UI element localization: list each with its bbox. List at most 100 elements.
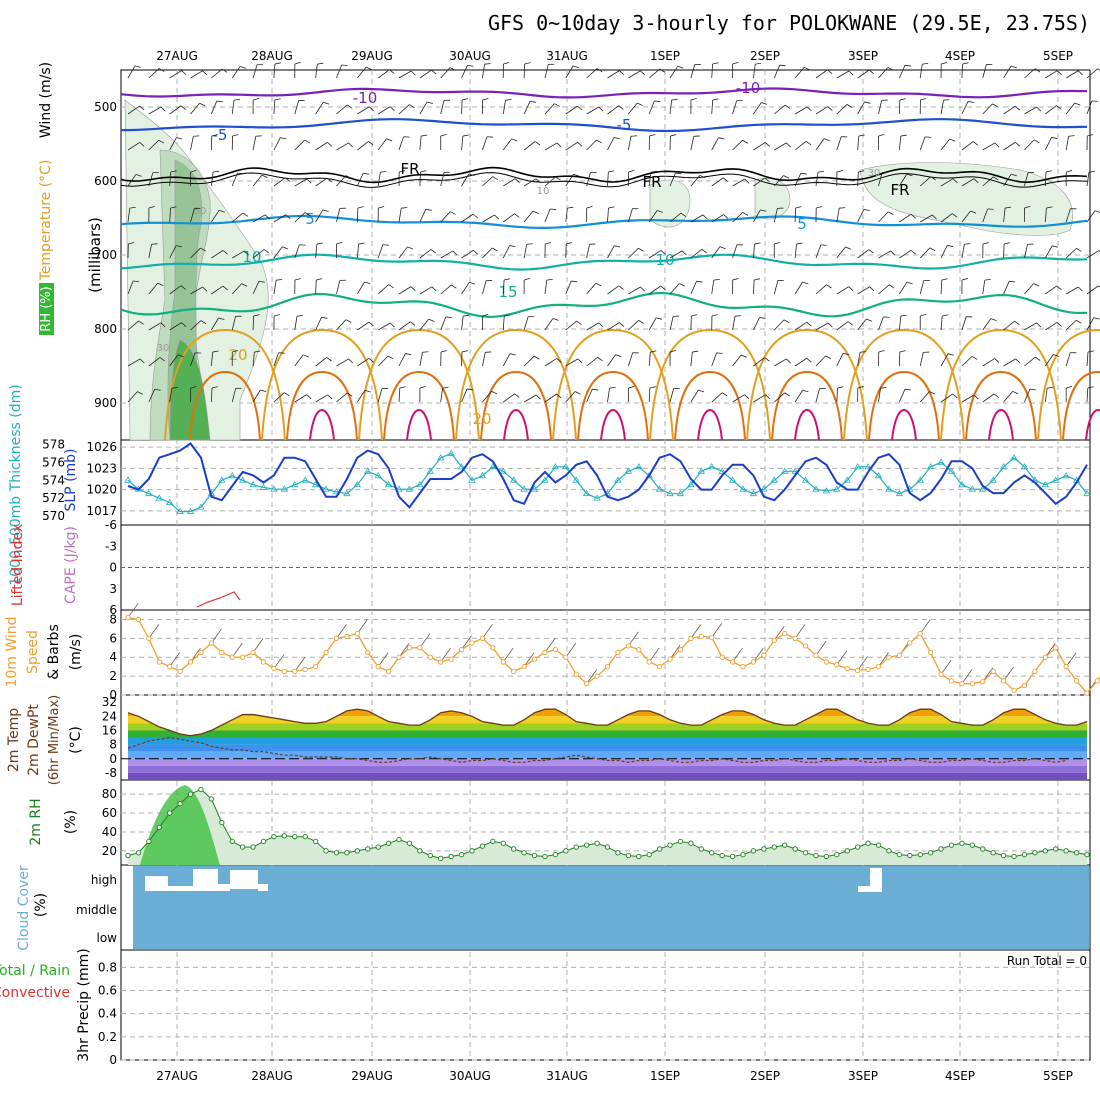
thickness-line-point xyxy=(708,463,716,470)
bottom-date-axis: 27AUG 28AUG 29AUG 30AUG 31AUG 1SEP 2SEP 3SEP 4SE… xyxy=(156,1069,1073,1083)
wind-barb-flag xyxy=(784,392,791,397)
wind-barb xyxy=(961,178,975,187)
wind-barb xyxy=(773,319,785,331)
wind-barb xyxy=(231,283,242,295)
contour-label: -10 xyxy=(353,89,378,107)
wind-barb xyxy=(231,100,235,115)
wind-barb-flag xyxy=(973,394,979,400)
contour-label: -5 xyxy=(617,116,632,134)
wind-speed-line-point xyxy=(146,635,152,641)
wind-barb-flag xyxy=(899,350,906,353)
wind-barb-flag xyxy=(949,138,956,142)
wind-barb xyxy=(815,172,819,187)
wind-barb xyxy=(919,280,925,295)
rh-line-point xyxy=(458,851,465,858)
rh-line-point xyxy=(792,846,798,852)
wind-barb-flag xyxy=(326,177,333,183)
contour-label: 20 xyxy=(472,410,491,428)
wind-barb-flag xyxy=(212,350,219,353)
wind-barb xyxy=(502,245,511,259)
top-date-label: 2SEP xyxy=(750,49,780,63)
rh-line-point xyxy=(719,852,725,859)
wind-barb xyxy=(523,210,534,223)
wind-barb-flag xyxy=(158,139,165,144)
wind-barb xyxy=(565,208,568,223)
wind-barb xyxy=(1065,248,1077,259)
rh-line-point xyxy=(917,851,923,858)
wind-barb xyxy=(982,176,994,187)
wind-barb xyxy=(440,211,451,223)
wind-speed-line-point xyxy=(292,668,298,675)
wind-barb xyxy=(190,136,194,151)
temp-contour-10 xyxy=(120,253,1088,271)
temp-tick: 16 xyxy=(102,723,117,737)
wind-barb-flag xyxy=(1056,70,1062,76)
wind-barb xyxy=(1086,388,1089,403)
rh-line-point xyxy=(938,846,944,852)
wind10-barb xyxy=(419,633,431,649)
thickness-line-point xyxy=(270,485,278,492)
wind-barb-flag xyxy=(430,249,436,254)
wind-barb xyxy=(586,106,599,115)
wind-barb xyxy=(961,63,964,79)
wind-barb xyxy=(356,173,364,187)
wind-barb-flag xyxy=(180,105,186,110)
wind-barb xyxy=(1024,322,1037,331)
wind-speed-line-point xyxy=(938,671,944,677)
wind-barb xyxy=(648,100,655,115)
rh-line-point xyxy=(782,842,788,848)
temp-contour-30 xyxy=(503,408,529,441)
wind-barb-flag xyxy=(764,142,770,147)
wind-barb-flag xyxy=(857,386,864,389)
wind-barb xyxy=(211,100,218,115)
wind-barb-flag xyxy=(336,242,343,245)
wind-barb xyxy=(1045,70,1058,79)
thickness-line-point xyxy=(645,472,653,479)
wind-barb-flag xyxy=(608,170,615,173)
wind-speed-line-point xyxy=(302,666,308,673)
wind-barb xyxy=(836,353,844,367)
label-convective: Convective xyxy=(0,985,70,1001)
temp-contour-25 xyxy=(577,370,649,441)
wind-barb xyxy=(461,136,464,151)
cape-lifted-panel: -6 -3 0 3 6 xyxy=(105,518,1090,617)
thickness-line-point xyxy=(322,485,330,492)
wind-barb-flag xyxy=(614,245,621,248)
temp-contour-25 xyxy=(1062,370,1100,441)
temp-band xyxy=(121,695,1090,709)
wind-barb-flag xyxy=(744,178,750,184)
wind-barb-flag xyxy=(529,100,537,103)
wind-barb xyxy=(190,208,195,223)
wind-barb-flag xyxy=(713,278,720,281)
wind-barb xyxy=(336,208,341,223)
wind-barb-flag xyxy=(1014,105,1021,111)
chart-title: GFS 0~10day 3-hourly for POLOKWANE (29.5… xyxy=(488,11,1090,35)
wind-barb-flag xyxy=(274,62,281,65)
rh-line-point xyxy=(438,855,444,862)
wind-barb-flag xyxy=(216,100,223,103)
wind-barb xyxy=(836,208,840,223)
wind-barb-flag xyxy=(845,246,852,250)
rh-tick: 20 xyxy=(102,844,117,858)
thickness-line-point xyxy=(218,476,226,483)
wind-barb xyxy=(336,104,348,115)
wind-barb xyxy=(440,67,451,79)
thickness-line-point xyxy=(937,458,945,465)
rh-line-point xyxy=(656,846,663,852)
wind-barb xyxy=(1086,172,1090,187)
contour-label: -5 xyxy=(213,126,228,144)
wind-barb xyxy=(336,392,348,403)
wind-barb-flag xyxy=(847,321,854,326)
thickness-line-point xyxy=(1062,472,1070,479)
thickness-line-point xyxy=(499,467,507,474)
wind-barb xyxy=(607,70,620,79)
wind-barb xyxy=(252,281,260,295)
wind-barb-flag xyxy=(134,65,141,68)
wind-barb xyxy=(273,137,281,151)
wind-barb-flag xyxy=(514,393,520,398)
wind10-barb xyxy=(919,619,931,634)
temp-contour-20 xyxy=(649,328,771,441)
rh-line-point xyxy=(1084,851,1090,858)
label-temperature: Temperature (°C) xyxy=(38,160,54,282)
bottom-date-label: 30AUG xyxy=(449,1069,491,1083)
